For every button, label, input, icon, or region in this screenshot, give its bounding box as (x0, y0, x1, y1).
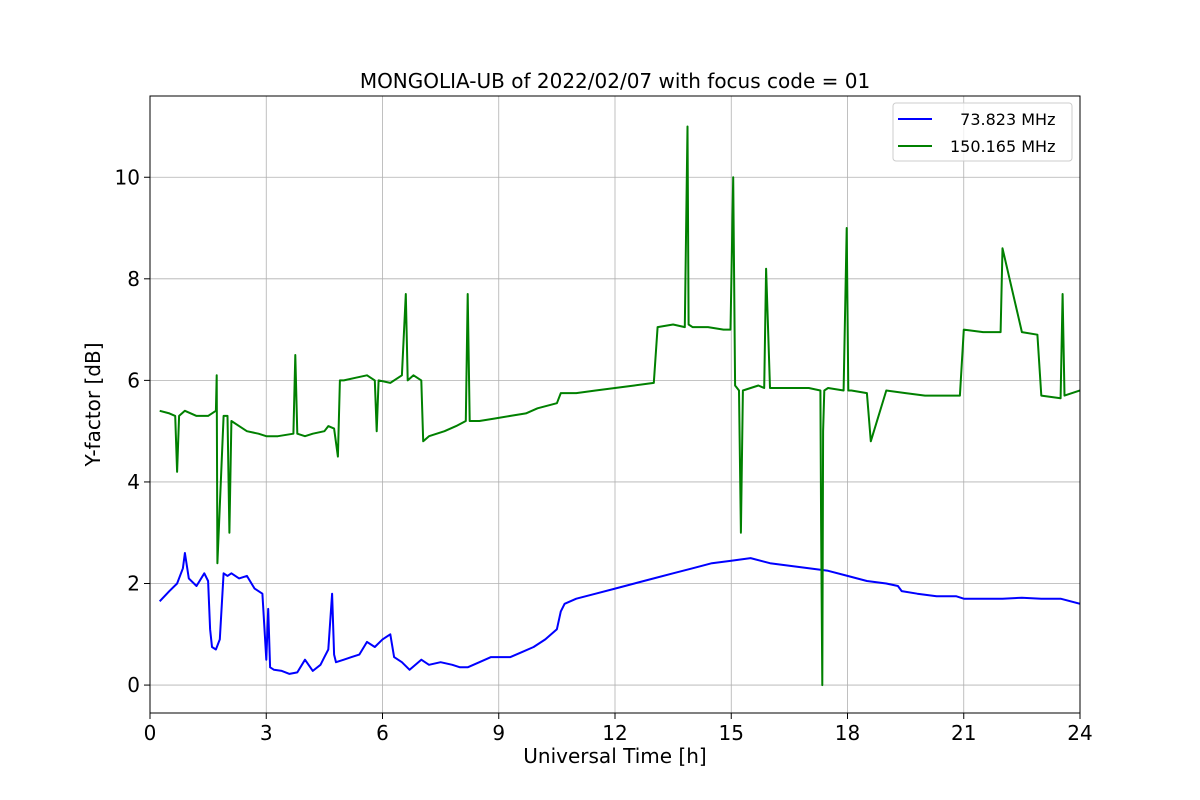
y-tick-label: 8 (127, 267, 140, 291)
x-tick-label: 18 (835, 721, 860, 745)
y-axis-label: Y-factor [dB] (81, 342, 105, 467)
y-tick-label: 6 (127, 368, 140, 392)
x-tick-label: 15 (719, 721, 744, 745)
legend-label: 73.823 MHz (950, 110, 1055, 129)
series-layer (158, 125, 1080, 687)
x-tick-label: 21 (951, 721, 976, 745)
x-tick-label: 12 (602, 721, 627, 745)
legend-label: 150.165 MHz (950, 137, 1055, 156)
chart-title: MONGOLIA-UB of 2022/02/07 with focus cod… (360, 69, 870, 93)
x-tick-label: 24 (1067, 721, 1092, 745)
series-line-1 (158, 552, 1080, 675)
x-tick-label: 9 (492, 721, 505, 745)
x-axis-label: Universal Time [h] (523, 744, 706, 768)
x-tick-label: 6 (376, 721, 389, 745)
y-tick-label: 10 (115, 165, 140, 189)
y-tick-label: 2 (127, 572, 140, 596)
series-line-2 (159, 125, 1080, 687)
legend: 73.823 MHz 150.165 MHz (892, 102, 1073, 162)
x-tick-label: 3 (260, 721, 273, 745)
legend-box (892, 102, 1073, 162)
y-tick-label: 0 (127, 673, 140, 697)
y-tick-label: 4 (127, 470, 140, 494)
x-tick-label: 0 (144, 721, 157, 745)
